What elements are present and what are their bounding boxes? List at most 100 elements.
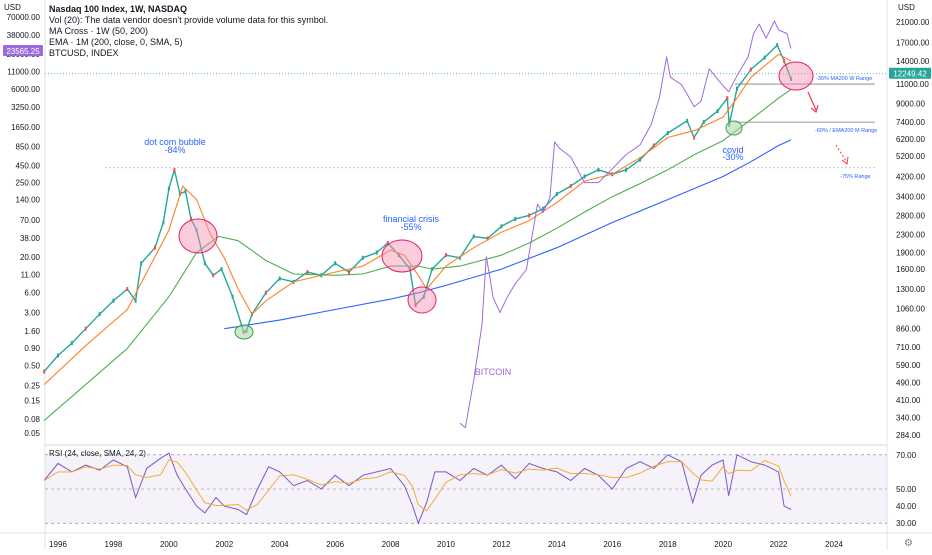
rsi-axis-tick-label: 70.00 <box>896 451 917 460</box>
right-current-badge <box>889 67 931 79</box>
rsi-axis-tick-label: 50.00 <box>896 485 917 494</box>
red-arrow-2-head <box>841 156 849 165</box>
left-axis-tick-label: 6.00 <box>24 288 40 297</box>
time-axis-tick-label: 2016 <box>603 540 621 549</box>
right-axis-currency: USD <box>898 3 915 12</box>
price-candle <box>348 270 350 275</box>
price-candle <box>528 213 531 218</box>
price-candle <box>126 287 129 292</box>
price-candle <box>167 186 170 191</box>
right-axis-tick-label: 1300.00 <box>896 285 925 294</box>
covid-bottom-marker <box>725 120 743 136</box>
price-candle <box>790 76 793 81</box>
price-candle <box>306 270 309 275</box>
price-candle <box>195 228 198 233</box>
legend-volume[interactable]: Vol (20): The data vendor doesn't provid… <box>49 15 329 25</box>
price-candle <box>693 135 696 140</box>
price-candle <box>57 353 59 358</box>
chart-title[interactable]: Nasdaq 100 Index, 1W, NASDAQ <box>49 4 188 14</box>
price-candle <box>702 120 705 125</box>
price-candle <box>625 167 628 172</box>
right-axis-tick-label: 1600.00 <box>896 265 925 274</box>
left-axis-tick-label: 0.15 <box>24 397 40 406</box>
time-axis-tick-label: 2002 <box>215 540 233 549</box>
annotation-label: BITCOIN <box>475 367 512 377</box>
gear-icon[interactable]: ⚙ <box>904 538 913 549</box>
right-axis-tick-label: 17000.00 <box>896 38 930 47</box>
legend-ma-cross[interactable]: MA Cross · 1W (50, 200) <box>49 26 149 36</box>
chart-legend: Nasdaq 100 Index, 1W, NASDAQ Vol (20): T… <box>49 4 328 59</box>
left-axis-tick-label: 0.08 <box>24 415 40 424</box>
left-axis-currency: USD <box>4 3 21 12</box>
right-axis-tick-label: 860.00 <box>896 325 921 334</box>
left-axis-tick-label: 0.05 <box>24 429 40 438</box>
left-axis-tick-label: 140.00 <box>16 196 41 205</box>
legend-ema[interactable]: EMA · 1M (200, close, 0, SMA, 5) <box>49 37 183 47</box>
price-candle <box>98 312 101 317</box>
right-current-label: 12249.42 <box>893 70 927 79</box>
price-candle <box>43 369 46 374</box>
left-axis-tick-label: 1.60 <box>24 327 40 336</box>
left-axis-tick-label: 38000.00 <box>7 31 41 40</box>
left-axis-tick-label: 70.00 <box>20 216 41 225</box>
price-candle <box>763 55 766 60</box>
price-candle <box>749 67 752 72</box>
time-axis-tick-label: 1996 <box>49 540 67 549</box>
left-axis-tick-label: 0.90 <box>24 344 40 353</box>
crisis-highlight <box>381 239 423 273</box>
series-line-ma-cross-50 <box>43 53 792 386</box>
right-axis-tick-label: 14000.00 <box>896 57 930 66</box>
left-axis-tick-label: 250.00 <box>16 179 41 188</box>
right-axis-tick-label: 9000.00 <box>896 99 925 108</box>
time-axis-tick-label: 2010 <box>437 540 455 549</box>
right-axis-tick-label: 1060.00 <box>896 305 925 314</box>
left-axis-tick-label: 1650.00 <box>11 123 40 132</box>
price-candle <box>140 261 143 266</box>
price-candle <box>231 294 234 299</box>
price-candle <box>386 240 389 245</box>
price-candle <box>639 157 641 162</box>
annotation-label: -75% Range <box>840 174 871 180</box>
price-candle <box>84 326 87 331</box>
series-line-ma-cross-200 <box>43 88 792 422</box>
price-candle <box>414 303 417 308</box>
price-candle <box>486 236 489 241</box>
right-axis-tick-label: 2300.00 <box>896 230 925 239</box>
dotcom-bottom-marker <box>234 324 254 340</box>
price-candle <box>112 298 115 303</box>
price-candle <box>184 189 187 194</box>
price-candle <box>334 261 337 266</box>
annotation-label: -30% <box>722 152 743 162</box>
annotation-label: -84% <box>164 145 185 155</box>
left-axis-tick-label: 0.25 <box>24 382 40 391</box>
annotation-label: -30% MA200 W Range <box>816 76 872 82</box>
price-candle <box>212 273 215 278</box>
price-candle <box>173 167 176 172</box>
price-candle <box>190 216 193 221</box>
time-axis-tick-label: 1998 <box>105 540 123 549</box>
left-axis-tick-label: 20.00 <box>20 253 41 262</box>
right-axis-tick-label: 3400.00 <box>896 193 925 202</box>
rsi-axis-tick-label: 30.00 <box>896 519 917 528</box>
price-candle <box>458 255 461 260</box>
right-axis-tick-label: 7400.00 <box>896 118 925 127</box>
time-axis-tick-label: 2024 <box>825 540 843 549</box>
right-axis-tick-label: 284.00 <box>896 431 921 440</box>
price-candle <box>408 267 411 272</box>
price-candle <box>726 96 729 101</box>
series-line-nasdaq-100-index <box>43 44 792 373</box>
time-axis-tick-label: 2020 <box>714 540 732 549</box>
price-candle <box>162 220 165 225</box>
price-candle <box>375 250 378 255</box>
right-axis-tick-label: 710.00 <box>896 343 921 352</box>
price-candle <box>583 174 586 179</box>
time-axis-tick-label: 2012 <box>493 540 511 549</box>
time-axis-tick-label: 2014 <box>548 540 566 549</box>
price-candle <box>472 234 475 239</box>
legend-btcusd[interactable]: BTCUSD, INDEX <box>49 48 119 58</box>
annotation-label: -55% <box>400 222 421 232</box>
rsi-smoothed-line <box>43 459 792 512</box>
right-axis-tick-label: 340.00 <box>896 414 921 423</box>
rsi-line <box>43 452 792 525</box>
price-candle <box>736 86 738 91</box>
